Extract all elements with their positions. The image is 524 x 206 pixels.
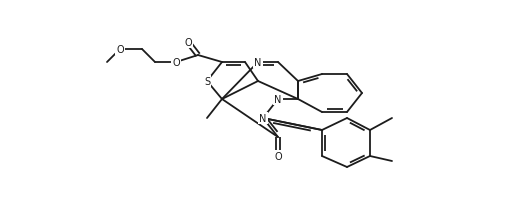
Text: S: S bbox=[204, 77, 210, 87]
Text: O: O bbox=[116, 45, 124, 55]
Text: N: N bbox=[274, 95, 282, 104]
Text: N: N bbox=[259, 114, 267, 123]
Text: O: O bbox=[184, 38, 192, 48]
Text: O: O bbox=[274, 151, 282, 161]
Text: N: N bbox=[254, 58, 261, 68]
Text: O: O bbox=[172, 58, 180, 68]
